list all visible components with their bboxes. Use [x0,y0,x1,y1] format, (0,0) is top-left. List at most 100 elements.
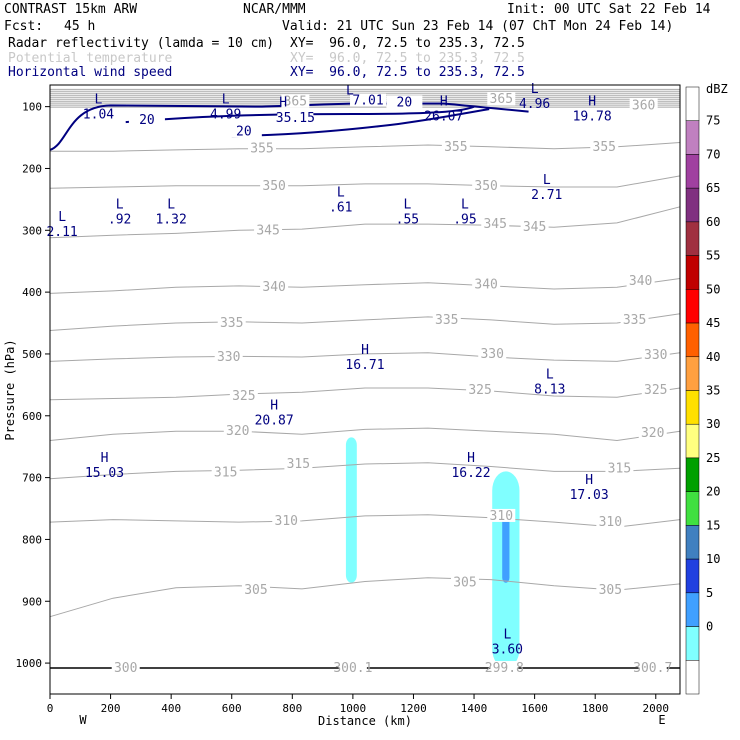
theta-label-bg [641,382,670,396]
extremum-value: 3.60 [492,642,523,657]
colorbar-level: 0 [706,620,713,634]
theta-label: 310 [599,515,622,530]
colorbar-swatch [685,423,700,459]
x-tick-label: 400 [161,702,181,715]
field-name-theta: Potential temperature [8,51,173,66]
theta-label: 300.7 [633,661,672,676]
extremum-value: 4.99 [210,108,241,123]
model-title: CONTRAST 15km ARW [4,2,138,17]
x-tick-label: 1000 [340,702,367,715]
colorbar-level: 35 [706,384,720,398]
extremum-value: .92 [108,213,131,228]
theta-label-bg [281,94,310,108]
theta-label-bg [272,513,301,527]
extremum-low: L [116,198,124,213]
theta-contour-315 [49,462,681,480]
extremum-low: L [167,198,175,213]
theta-label-bg [478,346,507,360]
init-time: Init: 00 UTC Sat 22 Feb 14 [507,2,711,17]
theta-label-bg [450,575,479,589]
colorbar-swatch [685,558,700,594]
contour-label-layer: 300 300.1 299.8 300.7 305 305 305 310 310 310 315 3… [111,92,672,676]
wind-label-bg [386,95,423,109]
extremum-value: 16.22 [451,466,490,481]
theta-contour-345 [49,206,681,239]
colorbar-level: 25 [706,451,720,465]
colorbar-swatch [685,187,700,223]
extremum-high: H [361,343,369,358]
x-tick-label: 600 [222,702,242,715]
extremum-value: 17.03 [570,488,609,503]
theta-label-bg [260,178,289,192]
colorbar-level: 45 [706,316,720,330]
x-tick-label: 1200 [400,702,427,715]
colorbar-level: 55 [706,249,720,263]
theta-label-bg [241,583,270,597]
x-tick-label: 2000 [643,702,670,715]
theta-label: 365 [284,95,307,110]
theta-label-bg [441,139,470,153]
theta-label: 325 [468,383,491,398]
extremum-value: 16.71 [345,358,384,373]
theta-label: 320 [226,424,249,439]
theta-label-bg [223,424,252,438]
x-axis-title: Distance (km) [318,714,412,728]
colorbar-level: 70 [706,147,720,161]
theta-label: 335 [220,316,243,331]
theta-label: 355 [444,140,467,155]
theta-label-bg [472,178,501,192]
theta-label: 315 [608,461,631,476]
theta-label-bg [481,217,510,231]
theta-contour-355 [50,142,681,152]
x-tick-label: 800 [282,702,302,715]
theta-label-bg [641,348,670,362]
x-tick-label: 200 [101,702,121,715]
extremum-high: H [588,94,596,109]
y-tick-label: 700 [22,472,42,485]
theta-contour-305 [49,577,681,618]
theta-label-bg [211,465,240,479]
colorbar-level: 40 [706,350,720,364]
theta-label: 360 [632,98,655,113]
y-tick-label: 600 [22,410,42,423]
extremum-high: H [270,399,278,414]
extremum-value: 2.71 [531,188,562,203]
colorbar-swatch [685,626,700,661]
theta-label-bg [217,316,246,330]
theta-label-bg [596,583,625,597]
field-name-wind: Horizontal wind speed [8,65,173,80]
extremum-low: L [95,93,103,108]
wind-label: 7.01 [352,93,383,108]
extremum-value: 4.96 [519,97,550,112]
wind-label: 35.15 [276,111,315,126]
colorbar-swatch [685,457,700,492]
theta-label-bg [626,273,655,287]
wind-label: 20 [236,124,252,139]
extremum-value: 1.32 [155,213,186,228]
theta-label-bg [620,312,649,326]
x-tick-label: 1400 [461,702,488,715]
theta-label: 345 [256,223,279,238]
extremum-value: .55 [396,213,419,228]
valid-time: Valid: 21 UTC Sun 23 Feb 14 (07 ChT Mon … [282,19,674,34]
theta-label: 330 [644,348,667,363]
colorbar-level: 15 [706,518,720,532]
theta-contour-layer [49,88,681,669]
theta-label-bg [254,223,283,237]
extremum-high: H [585,473,593,488]
y-axis-title: Pressure (hPa) [3,339,17,440]
wind-label-bg [350,93,387,107]
theta-label: 335 [435,313,458,328]
extremum-low: L [337,185,345,200]
extremum-low: L [531,82,539,97]
extremum-low: L [543,173,551,188]
colorbar-level: 30 [706,417,720,431]
y-tick-label: 900 [22,595,42,608]
colorbar-level: 60 [706,215,720,229]
theta-label-bg [520,220,549,234]
field-name-reflectivity: Radar reflectivity (lamda = 10 cm) [8,36,275,51]
extremum-value: 8.13 [534,383,565,398]
extremum-value: 20.87 [255,414,294,429]
extremum-high: H [467,451,475,466]
